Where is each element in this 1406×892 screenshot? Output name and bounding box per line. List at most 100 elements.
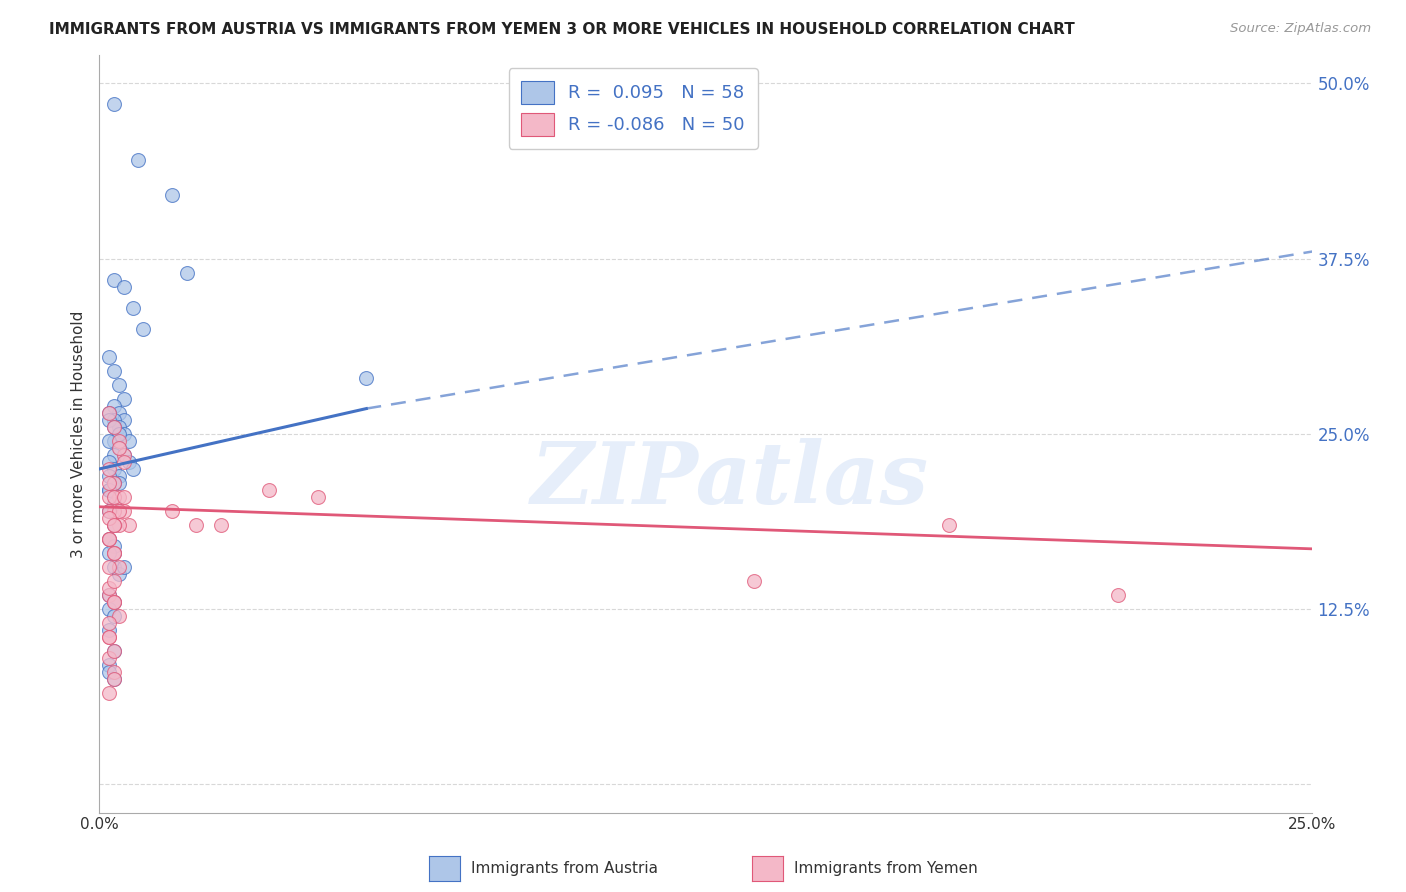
Point [98,616,121,631]
Text: ZIPatlas: ZIPatlas [531,438,929,521]
Point [98,588,121,602]
Point [103,462,125,476]
Point [108,560,131,574]
Point [117,518,139,533]
Point [103,546,125,560]
Point [98,546,121,560]
Point [938,518,960,533]
Point [176,266,198,280]
Point [98,658,121,673]
Point [108,469,131,483]
Point [103,420,125,434]
Point [98,462,121,476]
Point [103,504,125,518]
Point [112,392,135,406]
Point [112,426,135,441]
Point [112,455,135,469]
Point [103,595,125,609]
Text: Immigrants from Yemen: Immigrants from Yemen [794,862,979,876]
Point [122,462,145,476]
Point [160,188,183,202]
Point [103,448,125,462]
Point [98,602,121,616]
Point [103,434,125,448]
Point [103,560,125,574]
Point [98,560,121,574]
Point [108,420,131,434]
Point [98,406,121,420]
Point [122,301,145,315]
Point [186,518,208,533]
Point [160,504,183,518]
Point [98,588,121,602]
Point [127,153,149,168]
Point [259,483,281,497]
Point [98,350,121,364]
Point [98,406,121,420]
Point [103,665,125,680]
Point [112,490,135,504]
Point [108,441,131,455]
Point [103,644,125,658]
Point [112,448,135,462]
Point [103,518,125,533]
Point [98,532,121,546]
Point [108,406,131,420]
Point [209,518,232,533]
Text: IMMIGRANTS FROM AUSTRIA VS IMMIGRANTS FROM YEMEN 3 OR MORE VEHICLES IN HOUSEHOLD: IMMIGRANTS FROM AUSTRIA VS IMMIGRANTS FR… [49,22,1076,37]
Point [108,377,131,392]
Point [108,609,131,624]
Text: Source: ZipAtlas.com: Source: ZipAtlas.com [1230,22,1371,36]
Point [98,504,121,518]
Point [108,518,131,533]
Legend: R =  0.095   N = 58, R = -0.086   N = 50: R = 0.095 N = 58, R = -0.086 N = 50 [509,68,758,149]
Point [103,413,125,427]
Point [103,673,125,687]
Point [103,595,125,609]
Point [117,455,139,469]
Point [744,574,766,588]
Point [132,321,155,335]
Point [98,455,121,469]
Point [98,511,121,525]
Point [108,504,131,518]
Point [98,469,121,483]
Point [103,97,125,112]
Point [98,665,121,680]
Point [112,279,135,293]
Point [98,504,121,518]
Point [117,434,139,448]
Point [98,434,121,448]
Point [103,518,125,533]
Point [112,560,135,574]
Point [98,483,121,497]
Point [103,673,125,687]
Text: Immigrants from Austria: Immigrants from Austria [471,862,658,876]
Point [103,546,125,560]
Point [103,490,125,504]
Point [103,574,125,588]
Point [103,539,125,553]
Point [108,441,131,455]
Point [108,567,131,582]
Point [103,546,125,560]
Point [103,518,125,533]
Point [98,532,121,546]
Point [108,490,131,504]
Point [103,420,125,434]
Point [103,399,125,413]
Point [98,624,121,638]
Point [98,413,121,427]
Point [98,483,121,497]
Point [108,426,131,441]
Point [112,448,135,462]
Point [108,475,131,490]
Point [103,497,125,511]
Point [112,413,135,427]
Point [103,272,125,286]
Point [98,630,121,644]
Y-axis label: 3 or more Vehicles in Household: 3 or more Vehicles in Household [72,310,86,558]
Point [108,434,131,448]
Point [98,475,121,490]
Point [98,532,121,546]
